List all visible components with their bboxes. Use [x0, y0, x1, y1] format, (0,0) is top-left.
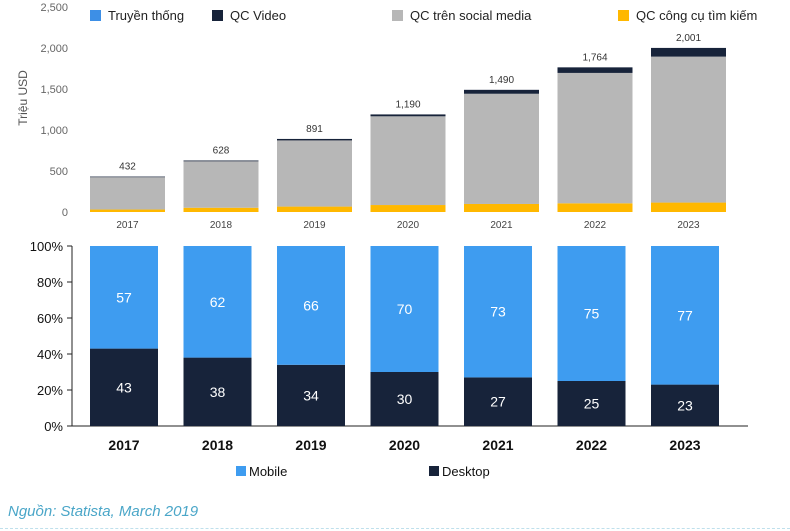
- bar-segment: [557, 67, 633, 73]
- bar-segment: [90, 209, 165, 212]
- bar-total-label: 1,190: [395, 99, 420, 110]
- x-tick-label: 2017: [108, 437, 139, 453]
- y-tick-label: 20%: [37, 383, 63, 398]
- data-label: 34: [303, 387, 319, 403]
- bar-segment: [557, 246, 626, 381]
- bar-total-label: 1,764: [582, 52, 607, 63]
- data-label: 38: [210, 384, 226, 400]
- bar-segment: [183, 161, 259, 208]
- bar-segment: [557, 203, 633, 212]
- bar-total-label: 2,001: [676, 33, 701, 44]
- x-tick-label: 2020: [397, 220, 420, 231]
- x-tick-label: 2019: [295, 437, 326, 453]
- bar-segment: [183, 160, 259, 162]
- bar-segment: [277, 138, 352, 141]
- y-tick-label: 2,000: [40, 43, 68, 55]
- y-tick-label: 80%: [37, 275, 63, 290]
- bar-total-label: 628: [213, 146, 230, 157]
- legend-label: Desktop: [442, 464, 490, 479]
- bar-segment: [651, 202, 726, 212]
- data-label: 73: [490, 304, 506, 320]
- bar-segment: [370, 116, 446, 206]
- y-tick-label: 0: [62, 207, 68, 219]
- bar-segment: [370, 246, 439, 372]
- bar-segment: [557, 381, 626, 426]
- bar-segment: [370, 205, 446, 212]
- bar-segment: [651, 246, 719, 385]
- x-tick-label: 2019: [303, 220, 326, 231]
- bar-segment: [90, 348, 158, 426]
- x-tick-label: 2020: [389, 437, 420, 453]
- bar-segment: [651, 56, 726, 203]
- x-tick-label: 2023: [669, 437, 700, 453]
- y-tick-label: 1,000: [40, 125, 68, 137]
- bar-total-label: 891: [306, 124, 323, 135]
- data-label: 62: [210, 294, 226, 310]
- bar-segment: [183, 357, 252, 426]
- source-divider: [0, 528, 790, 529]
- bar-segment: [651, 47, 726, 57]
- legend-swatch: [90, 10, 101, 21]
- bar-total-label: 1,490: [489, 75, 514, 86]
- bar-segment: [464, 246, 532, 378]
- legend-label: Truyền thống: [108, 8, 184, 23]
- x-tick-label: 2017: [116, 220, 139, 231]
- data-label: 70: [397, 301, 413, 317]
- legend-swatch: [392, 10, 403, 21]
- data-label: 25: [584, 396, 600, 412]
- x-tick-label: 2018: [210, 220, 233, 231]
- legend-swatch: [618, 10, 629, 21]
- x-tick-label: 2021: [482, 437, 513, 453]
- legend-swatch: [429, 466, 439, 476]
- bar-segment: [464, 93, 539, 204]
- x-tick-label: 2021: [490, 220, 513, 231]
- data-label: 30: [397, 391, 413, 407]
- x-tick-label: 2018: [202, 437, 233, 453]
- data-label: 27: [490, 394, 506, 410]
- bar-segment: [370, 372, 439, 426]
- x-tick-label: 2023: [677, 220, 700, 231]
- legend-swatch: [212, 10, 223, 21]
- bar-segment: [651, 384, 719, 426]
- y-tick-label: 1,500: [40, 84, 68, 96]
- y-tick-label: 0%: [44, 419, 63, 434]
- data-label: 43: [116, 379, 132, 395]
- bar-segment: [277, 364, 345, 426]
- data-label: 75: [584, 306, 600, 322]
- legend-swatch: [236, 466, 246, 476]
- bar-segment: [464, 203, 539, 212]
- data-label: 23: [677, 397, 693, 413]
- y-tick-label: 100%: [30, 239, 64, 254]
- bar-segment: [183, 246, 252, 358]
- data-label: 77: [677, 307, 693, 323]
- y-axis-title: Triệu USD: [16, 70, 30, 126]
- bar-segment: [557, 72, 633, 204]
- bar-segment: [464, 377, 532, 426]
- bar-segment: [277, 206, 352, 212]
- y-tick-label: 2,500: [40, 2, 68, 14]
- data-label: 66: [303, 297, 319, 313]
- legend-label: Mobile: [249, 464, 287, 479]
- bar-segment: [277, 140, 352, 207]
- legend-label: QC trên social media: [410, 8, 532, 23]
- bar-segment: [183, 207, 259, 212]
- legend-label: QC công cụ tìm kiếm: [636, 8, 757, 23]
- bar-segment: [277, 246, 345, 365]
- y-tick-label: 60%: [37, 311, 63, 326]
- source-note: Nguồn: Statista, March 2019: [8, 503, 199, 520]
- x-tick-label: 2022: [576, 437, 607, 453]
- bar-segment: [370, 114, 446, 117]
- x-tick-label: 2022: [584, 220, 607, 231]
- y-tick-label: 40%: [37, 347, 63, 362]
- bar-total-label: 432: [119, 162, 136, 173]
- bar-segment: [90, 246, 158, 349]
- data-label: 57: [116, 289, 132, 305]
- bar-segment: [90, 176, 165, 178]
- bar-segment: [90, 177, 165, 210]
- y-tick-label: 500: [50, 166, 68, 178]
- bar-segment: [464, 89, 539, 94]
- legend-label: QC Video: [230, 8, 286, 23]
